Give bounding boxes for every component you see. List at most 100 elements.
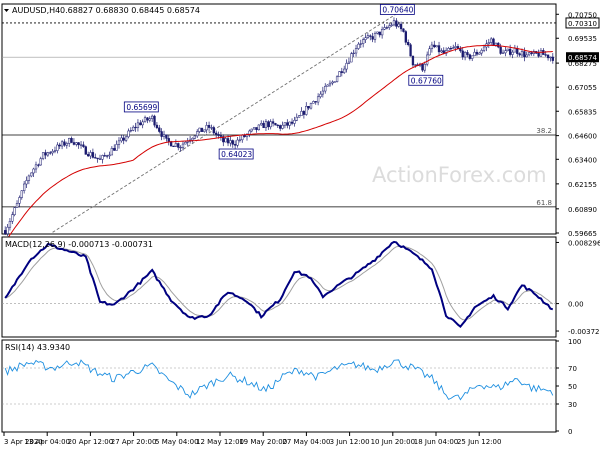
candle-body xyxy=(264,121,268,128)
price-tick-label: 0.68275 xyxy=(568,60,597,68)
candle-body xyxy=(105,155,109,157)
candle-body xyxy=(392,20,396,26)
candle-body xyxy=(490,38,493,43)
candle-body xyxy=(127,130,130,138)
time-tick-label: 27 Apr 20:00 xyxy=(111,438,157,446)
time-tick-label: 3 Apr 2020 xyxy=(4,438,43,446)
candle-body xyxy=(79,144,83,146)
candle-body xyxy=(369,35,372,37)
rsi-pane: 100 70 50 30 0 RSI(14) 43.9340 xyxy=(1,338,581,436)
candle-body xyxy=(113,148,116,151)
candle-body xyxy=(193,135,196,139)
price-tick-label: 0.69535 xyxy=(568,35,597,43)
candle-body xyxy=(34,164,38,170)
candle-body xyxy=(233,144,237,146)
candle-body xyxy=(340,71,343,73)
candle-body xyxy=(508,48,512,55)
candle-body xyxy=(551,56,554,61)
trend-line xyxy=(52,6,409,233)
time-tick-label: 12 May 12:00 xyxy=(196,438,244,446)
candle-body xyxy=(72,142,76,145)
candle-body xyxy=(120,137,123,142)
candle-body xyxy=(37,164,40,166)
candle-body xyxy=(305,106,308,115)
candle-body xyxy=(75,142,78,145)
candle-body xyxy=(49,152,52,154)
price-tick-label: 0.64600 xyxy=(568,133,597,141)
price-tick-label: 0.67055 xyxy=(568,84,597,92)
candle-body xyxy=(326,84,329,87)
candle-body xyxy=(357,43,360,49)
dropdown-arrow-icon[interactable] xyxy=(4,9,9,12)
candle-body xyxy=(94,157,97,159)
candle-body xyxy=(44,152,47,156)
candle-body xyxy=(487,42,490,45)
price-tick-label: 0.59665 xyxy=(568,230,597,238)
candle-body xyxy=(414,64,417,66)
candle-body xyxy=(331,81,334,84)
candle-body xyxy=(53,150,57,152)
candle-body xyxy=(426,54,429,65)
candle-body xyxy=(160,131,163,137)
candle-body xyxy=(229,140,232,144)
candle-body xyxy=(478,52,481,55)
candle-body xyxy=(13,207,16,215)
candle-body xyxy=(108,154,111,157)
candle-body xyxy=(269,121,272,128)
time-tick-label: 10 Jun 20:00 xyxy=(371,438,415,446)
candle-body xyxy=(504,50,507,54)
swing-price-label: 0.65699 xyxy=(126,103,157,112)
candle-body xyxy=(319,93,322,98)
time-tick-label: 27 May 04:00 xyxy=(282,438,330,446)
candle-body xyxy=(411,55,415,66)
candle-body xyxy=(271,121,275,124)
candle-body xyxy=(544,54,547,56)
candle-body xyxy=(345,63,348,70)
candle-body xyxy=(309,102,313,109)
candle-body xyxy=(549,56,552,59)
time-tick-label: 19 May 20:00 xyxy=(239,438,287,446)
candle-body xyxy=(364,37,367,40)
candle-body xyxy=(146,117,149,121)
candle-body xyxy=(196,131,199,137)
candle-body xyxy=(388,25,391,28)
time-tick-label: 18 Jun 04:00 xyxy=(414,438,458,446)
candle-body xyxy=(307,106,310,109)
price-pane: 38.2 61.8 0.70640 0.67760 0.65699 0.64023 0.… xyxy=(1,3,600,242)
macd-title: MACD(12,26,9) -0.000713 -0.000731 xyxy=(5,240,153,249)
candle-body xyxy=(39,158,42,166)
candle-body xyxy=(184,142,187,145)
candle-body xyxy=(482,46,486,51)
candle-body xyxy=(527,52,531,56)
candle-body xyxy=(513,48,517,53)
candle-body xyxy=(463,52,467,58)
candle-body xyxy=(96,157,99,160)
candle-body xyxy=(243,135,246,138)
candle-body xyxy=(210,127,213,129)
candle-body xyxy=(132,126,135,131)
candle-body xyxy=(298,115,301,118)
candle-body xyxy=(134,126,137,129)
fib-level-label: 61.8 xyxy=(536,199,552,207)
candle-body xyxy=(516,48,519,54)
candle-body xyxy=(217,134,220,136)
moving-average-line xyxy=(4,44,553,242)
swing-price-label: 0.70640 xyxy=(382,5,413,14)
candle-body xyxy=(139,122,142,126)
candle-body xyxy=(404,31,407,43)
candle-body xyxy=(366,35,370,38)
candle-body xyxy=(525,54,528,58)
candle-body xyxy=(222,136,225,143)
candle-body xyxy=(511,51,514,55)
candle-body xyxy=(520,51,524,56)
candle-body xyxy=(207,125,211,128)
macd-signal-line xyxy=(5,245,554,321)
price-tick-label: 0.65835 xyxy=(568,108,597,116)
candle-body xyxy=(274,123,277,126)
time-tick-label: 3 Jun 12:00 xyxy=(330,438,370,446)
candle-body xyxy=(231,140,234,145)
macd-tick-label: 0.00 xyxy=(568,301,584,309)
candle-body xyxy=(430,44,434,49)
candle-body xyxy=(523,51,526,58)
